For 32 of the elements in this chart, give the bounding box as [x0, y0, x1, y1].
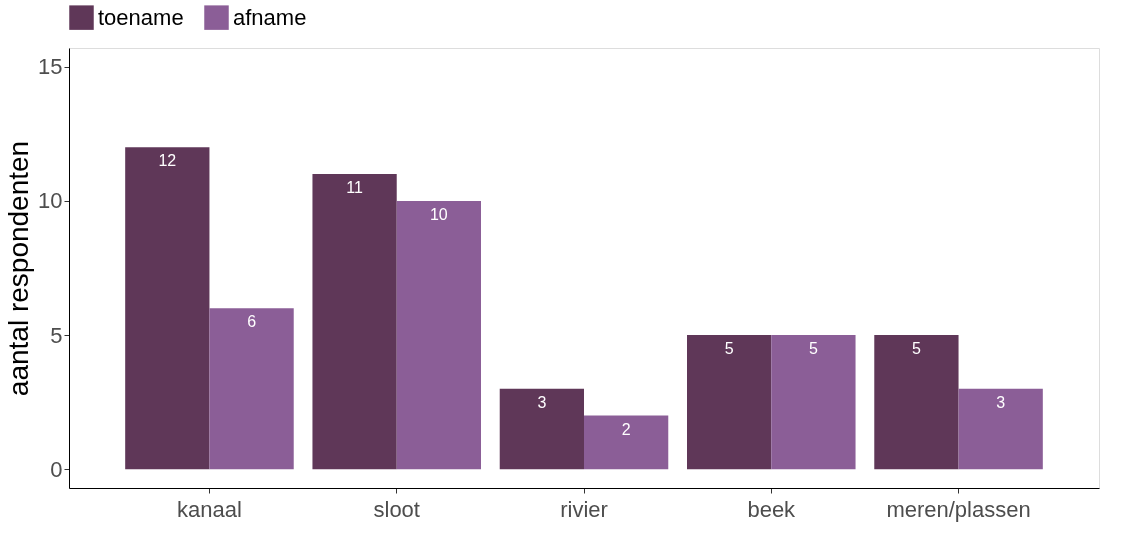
x-tick-label: meren/plassen: [886, 496, 1031, 522]
data-label: 5: [724, 340, 734, 358]
bar: [687, 335, 772, 470]
bar: [499, 388, 584, 470]
x-tick-label: sloot: [373, 496, 420, 522]
bar: [584, 415, 669, 470]
data-label: 2: [621, 420, 631, 438]
bar: [312, 174, 397, 470]
data-label: 11: [346, 179, 363, 197]
legend-label: afname: [233, 4, 307, 30]
bar: [771, 335, 856, 470]
y-axis-title: aantal respondenten: [3, 140, 35, 397]
y-tick-label: 15: [38, 54, 63, 80]
y-tick-label: 5: [50, 322, 63, 348]
x-tick-label: kanaal: [177, 496, 242, 522]
data-label: 3: [996, 393, 1006, 411]
legend-label: toename: [98, 4, 184, 30]
y-tick-label: 0: [50, 456, 63, 482]
x-tick-label: beek: [747, 496, 797, 522]
bar: [125, 147, 210, 470]
data-label: 3: [537, 393, 547, 411]
data-label: 6: [247, 313, 257, 331]
data-label: 5: [808, 340, 818, 358]
bar: [874, 335, 959, 470]
data-label: 5: [911, 340, 921, 358]
x-tick-label: rivier: [560, 496, 608, 522]
bar: [958, 388, 1043, 470]
data-label: 12: [158, 152, 177, 170]
bar: [209, 308, 294, 470]
bar: [396, 200, 481, 470]
y-tick-label: 10: [38, 188, 63, 214]
data-label: 10: [429, 205, 448, 223]
